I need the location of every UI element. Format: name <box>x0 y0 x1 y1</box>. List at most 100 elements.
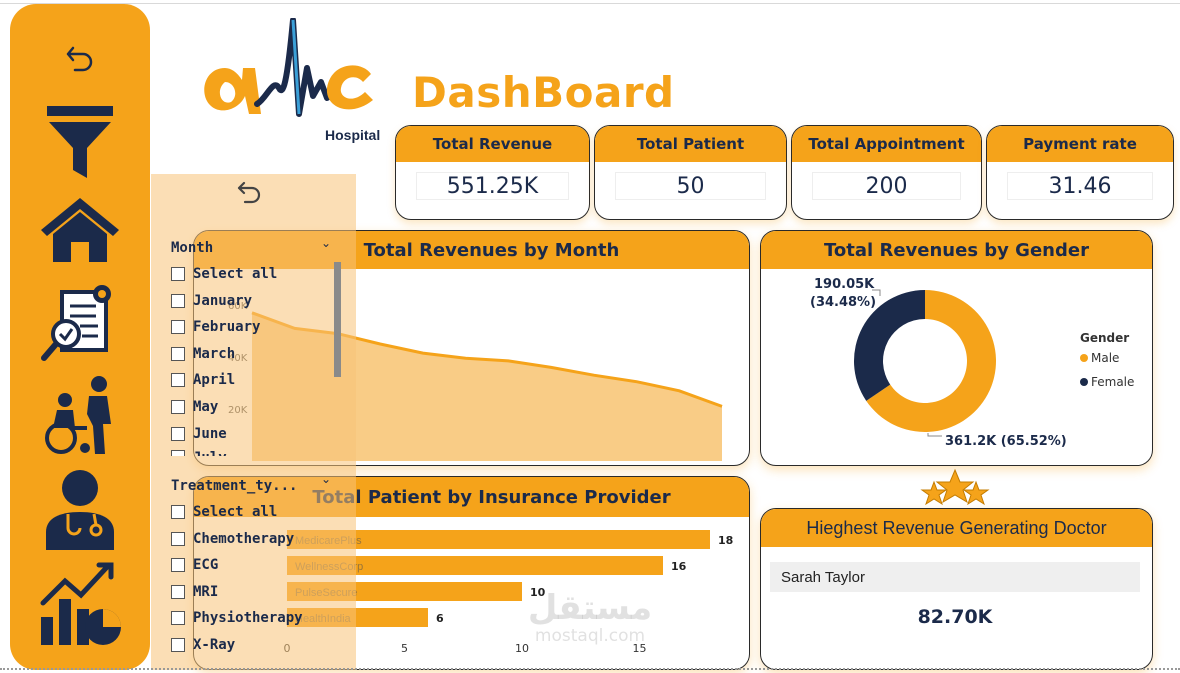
slicer-item[interactable]: Select all <box>171 502 277 522</box>
doctor-icon[interactable] <box>35 466 125 550</box>
slicer-item[interactable]: June <box>171 424 227 444</box>
female-slice-percent: (34.48%) <box>810 295 876 310</box>
kpi-payment-rate: Payment rate 31.46 <box>986 125 1174 220</box>
checkbox[interactable] <box>171 426 185 441</box>
kpi-total-patient: Total Patient 50 <box>594 125 787 220</box>
checkbox[interactable] <box>171 346 185 361</box>
slicer-item-label: Select all <box>193 266 278 282</box>
sidebar <box>10 4 150 670</box>
home-icon[interactable] <box>35 194 125 264</box>
watermark: مستقل mostaql.com <box>515 590 665 646</box>
bar-value-label: 16 <box>671 560 687 573</box>
kpi-total-appointment: Total Appointment 200 <box>791 125 982 220</box>
female-slice-label: 190.05K <box>814 277 875 292</box>
checkbox[interactable] <box>171 320 185 335</box>
legend-dot <box>1080 378 1088 386</box>
kpi-label: Total Patient <box>595 126 786 162</box>
checkbox[interactable] <box>171 531 185 546</box>
analytics-icon[interactable] <box>35 559 125 647</box>
kpi-total-revenue: Total Revenue 551.25K <box>395 125 590 220</box>
slicer-item-label: Select all <box>193 504 278 520</box>
male-slice-label: 361.2K (65.52%) <box>945 434 1067 449</box>
bar-value-label: 18 <box>718 534 733 547</box>
watermark-latin: mostaql.com <box>534 626 646 646</box>
slicer-item[interactable]: Physiotherapy <box>171 608 303 628</box>
legend-dot <box>1080 354 1088 362</box>
legend-label: Male <box>1091 351 1120 365</box>
logo-subtitle: Hospital <box>325 127 381 143</box>
checkbox[interactable] <box>171 505 185 519</box>
checkbox[interactable] <box>171 400 185 414</box>
slicer-item-label: Physiotherapy <box>193 610 303 627</box>
donut-slice-male[interactable] <box>866 290 996 432</box>
insurance-bar[interactable] <box>287 530 710 549</box>
checkbox[interactable] <box>171 267 185 281</box>
wheelchair-care-icon[interactable] <box>35 374 125 456</box>
slicer-item-label: February <box>193 319 261 336</box>
checkbox[interactable] <box>171 638 185 652</box>
bar-value-label: 6 <box>436 612 444 625</box>
filter-pane <box>151 174 356 670</box>
label-leader-line <box>927 433 942 437</box>
chevron-down-icon[interactable]: ⌄ <box>321 472 332 486</box>
report-search-icon[interactable] <box>35 282 125 366</box>
revenue-by-gender-panel: Total Revenues by Gender <box>760 230 1153 466</box>
slicer-item-label: X-Ray <box>193 637 236 653</box>
kpi-value: 551.25K <box>416 172 569 200</box>
slicer-item-label: ECG <box>193 557 219 574</box>
kpi-value: 50 <box>615 172 766 200</box>
slicer-item[interactable]: Select all <box>171 264 277 284</box>
slicer-item-label: May <box>193 399 219 415</box>
slicer-item[interactable]: Chemotherapy <box>171 529 294 549</box>
checkbox[interactable] <box>171 450 185 457</box>
checkbox[interactable] <box>171 611 185 626</box>
top-border <box>0 0 1180 4</box>
back-arrow-icon[interactable] <box>35 42 125 74</box>
slicer-item-label: March <box>193 345 236 362</box>
slicer-item[interactable]: ECG <box>171 555 218 575</box>
chevron-down-icon[interactable]: ⌄ <box>321 236 332 250</box>
panel-title: Hieghest Revenue Generating Doctor <box>761 509 1152 547</box>
slicer-item[interactable]: X-Ray <box>171 635 235 655</box>
back-arrow-icon[interactable] <box>236 178 264 212</box>
slicer-item-label: January <box>193 292 253 309</box>
slicer-item[interactable]: April <box>171 370 235 390</box>
kpi-label: Total Revenue <box>396 126 589 162</box>
checkbox[interactable] <box>171 558 185 573</box>
revenue-area <box>252 312 722 461</box>
slicer-item[interactable]: May <box>171 397 218 417</box>
kpi-value: 31.46 <box>1007 172 1153 200</box>
watermark-arabic: مستقل <box>527 588 653 628</box>
slicer-item[interactable]: July <box>171 450 227 457</box>
slicer-item[interactable]: March <box>171 344 235 364</box>
bottom-border <box>0 668 1180 670</box>
slicer-item[interactable]: January <box>171 291 252 311</box>
legend-item-male: Male <box>1080 351 1119 365</box>
hospital-logo <box>195 17 395 146</box>
stars-icon <box>920 468 990 506</box>
page-title: DashBoard <box>412 68 675 117</box>
checkbox[interactable] <box>171 293 185 308</box>
slicer-item-label: MRI <box>193 583 219 600</box>
legend-item-female: Female <box>1080 375 1134 389</box>
checkbox[interactable] <box>171 373 185 388</box>
filter-icon[interactable] <box>35 104 125 180</box>
panel-title: Total Revenues by Gender <box>761 231 1152 269</box>
legend-label: Female <box>1091 375 1135 389</box>
insurance-bar[interactable] <box>287 556 663 575</box>
slicer-item-label: June <box>193 425 227 442</box>
kpi-label: Payment rate <box>987 126 1173 162</box>
slicer-item[interactable]: February <box>171 317 260 337</box>
legend-title: Gender <box>1080 331 1130 345</box>
slicer-item[interactable]: MRI <box>171 582 218 602</box>
bar-value-label: 10 <box>530 586 546 599</box>
doctor-revenue: 82.70K <box>917 606 993 628</box>
checkbox[interactable] <box>171 584 185 599</box>
gender-donut-chart: 361.2K (65.52%) 190.05K (34.48%) <box>810 277 1067 449</box>
slicer-item-label: Chemotherapy <box>193 530 295 547</box>
slicer-scrollbar[interactable] <box>334 262 341 377</box>
kpi-value: 200 <box>812 172 961 200</box>
slicer-item-label: July <box>193 450 227 456</box>
x-tick-label: 15 <box>633 642 647 655</box>
donut-slice-female[interactable] <box>854 290 925 401</box>
